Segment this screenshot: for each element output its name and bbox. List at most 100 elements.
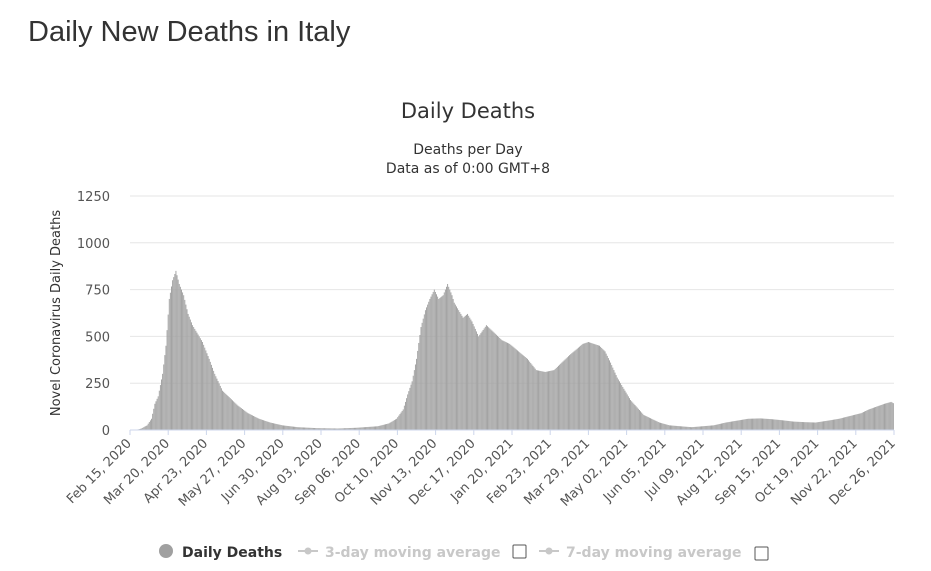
- bar: [331, 428, 333, 430]
- bar: [593, 343, 595, 430]
- bar: [596, 345, 598, 430]
- bar: [147, 423, 149, 430]
- bar: [269, 422, 271, 430]
- legend-item-7day-average[interactable]: 7-day moving average: [539, 545, 742, 561]
- bar: [208, 358, 210, 430]
- bar: [260, 419, 262, 430]
- bar: [451, 295, 453, 430]
- bar: [342, 428, 344, 430]
- bar: [820, 421, 822, 430]
- bar: [551, 370, 553, 430]
- bar: [305, 427, 307, 430]
- bar: [429, 298, 431, 430]
- bar: [515, 349, 517, 430]
- bar: [595, 344, 597, 430]
- bar: [782, 420, 783, 430]
- legend-marker-icon: [545, 547, 553, 555]
- bar: [483, 328, 485, 430]
- bar: [468, 315, 470, 430]
- bar: [573, 351, 575, 430]
- bar: [195, 330, 197, 430]
- bar: [348, 428, 350, 430]
- bar: [275, 423, 277, 430]
- bar: [520, 353, 522, 430]
- bar: [584, 343, 586, 430]
- bar: [729, 421, 731, 430]
- bar: [748, 418, 750, 430]
- bar: [363, 427, 365, 430]
- bar: [630, 400, 632, 430]
- bar: [736, 420, 738, 430]
- bar: [339, 428, 341, 430]
- bar: [237, 405, 239, 430]
- bar: [151, 418, 153, 430]
- bar: [871, 408, 873, 430]
- bar: [691, 427, 693, 430]
- bar: [783, 420, 785, 430]
- bar: [325, 428, 327, 430]
- legend-label-7day: 7-day moving average: [566, 545, 742, 561]
- bar: [852, 415, 854, 430]
- bar: [531, 364, 533, 430]
- bar: [302, 427, 304, 430]
- bar: [562, 361, 564, 430]
- bar: [387, 423, 389, 430]
- bar: [666, 424, 668, 430]
- checkbox-7day[interactable]: [754, 546, 769, 561]
- bar: [199, 338, 201, 430]
- bar: [706, 425, 708, 430]
- bar: [839, 418, 841, 430]
- bar: [760, 418, 762, 430]
- checkbox-3day[interactable]: [512, 544, 527, 559]
- bar: [857, 413, 859, 430]
- bar: [361, 427, 363, 430]
- legend-item-3day-average[interactable]: 3-day moving average: [298, 545, 501, 561]
- bar: [341, 428, 343, 430]
- bar: [868, 409, 870, 430]
- bar: [878, 405, 880, 430]
- bar: [600, 346, 602, 430]
- bar: [215, 376, 217, 430]
- bar: [510, 344, 512, 430]
- bar: [758, 418, 760, 430]
- bar: [667, 425, 669, 430]
- bar: [447, 283, 449, 430]
- bar: [379, 425, 381, 430]
- bar: [145, 425, 147, 430]
- bar: [836, 419, 838, 430]
- bar: [570, 354, 572, 430]
- bar: [638, 410, 640, 430]
- bar: [566, 357, 568, 430]
- bar: [887, 402, 889, 430]
- bar: [654, 420, 656, 430]
- bar: [807, 422, 809, 430]
- bar: [223, 391, 225, 430]
- bar: [480, 333, 482, 430]
- bar: [539, 370, 541, 430]
- bar: [870, 408, 872, 430]
- legend-item-daily-deaths[interactable]: Daily Deaths: [159, 544, 282, 561]
- bar: [295, 426, 297, 430]
- bar: [768, 418, 770, 430]
- bar: [699, 426, 701, 430]
- x-tick-label: Aug 12, 2021: [674, 436, 746, 508]
- bar: [788, 421, 790, 430]
- bar: [678, 426, 680, 430]
- bar: [604, 351, 606, 430]
- bar: [661, 423, 663, 430]
- bar: [627, 396, 629, 430]
- bar: [766, 418, 768, 430]
- bar: [712, 425, 714, 430]
- bar: [427, 304, 429, 430]
- bar: [790, 421, 792, 430]
- page-title: Daily New Deaths in Italy: [28, 16, 351, 48]
- bar: [465, 314, 467, 430]
- bar: [414, 364, 416, 430]
- bar: [609, 360, 610, 430]
- bar: [838, 418, 840, 430]
- bar: [705, 425, 707, 430]
- bar: [850, 415, 852, 430]
- legend: Daily Deaths 3-day moving average 7-day …: [159, 544, 769, 561]
- bar: [813, 422, 814, 430]
